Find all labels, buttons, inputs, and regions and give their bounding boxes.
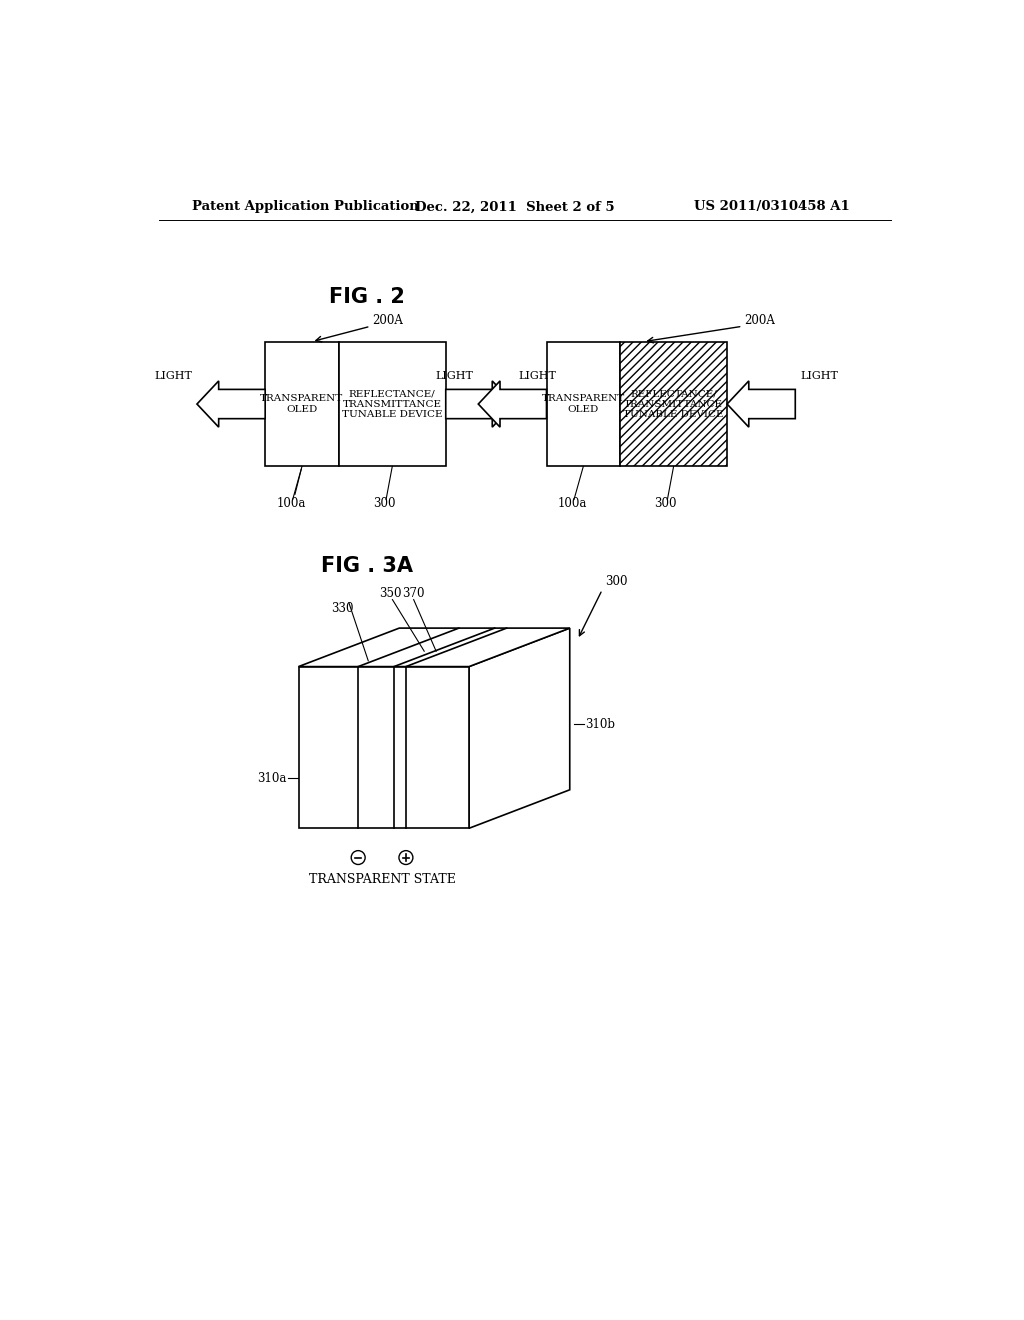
Polygon shape [197,381,265,428]
Polygon shape [727,381,796,428]
Bar [265,342,339,466]
Text: 350: 350 [379,587,401,601]
Text: 310b: 310b [586,718,615,731]
Text: FIG . 3A: FIG . 3A [321,557,413,577]
Text: FIG . 2: FIG . 2 [329,286,404,308]
Text: TRANSPARENT
OLED: TRANSPARENT OLED [260,395,344,413]
Text: 100a: 100a [558,496,587,510]
Text: REFLECTANCE/
TRANSMITTANCE
TUNABLE DEVICE: REFLECTANCE/ TRANSMITTANCE TUNABLE DEVIC… [624,389,724,418]
Polygon shape [445,381,514,428]
Polygon shape [478,381,547,428]
Polygon shape [299,628,569,667]
Text: 330: 330 [332,602,354,615]
Text: US 2011/0310458 A1: US 2011/0310458 A1 [693,201,850,214]
Text: 300: 300 [374,496,395,510]
Text: Dec. 22, 2011  Sheet 2 of 5: Dec. 22, 2011 Sheet 2 of 5 [415,201,614,214]
Text: 370: 370 [402,587,425,601]
Bar [339,342,445,466]
Text: 300: 300 [654,496,677,510]
Text: 310a: 310a [257,772,287,785]
Text: LIGHT: LIGHT [800,371,838,381]
Text: LIGHT: LIGHT [436,371,474,381]
Text: LIGHT: LIGHT [518,371,556,381]
Bar [621,342,727,466]
Text: 100a: 100a [276,496,306,510]
Polygon shape [469,628,569,829]
Bar [299,667,469,829]
Text: 300: 300 [604,576,627,589]
Text: Patent Application Publication: Patent Application Publication [191,201,418,214]
Text: 200A: 200A [372,314,403,326]
Text: LIGHT: LIGHT [155,371,193,381]
Text: REFLECTANCE/
TRANSMITTANCE
TUNABLE DEVICE: REFLECTANCE/ TRANSMITTANCE TUNABLE DEVIC… [342,389,442,418]
Bar [547,342,621,466]
Text: 200A: 200A [744,314,775,326]
Text: TRANSPARENT
OLED: TRANSPARENT OLED [542,395,625,413]
Text: TRANSPARENT STATE: TRANSPARENT STATE [308,873,456,886]
